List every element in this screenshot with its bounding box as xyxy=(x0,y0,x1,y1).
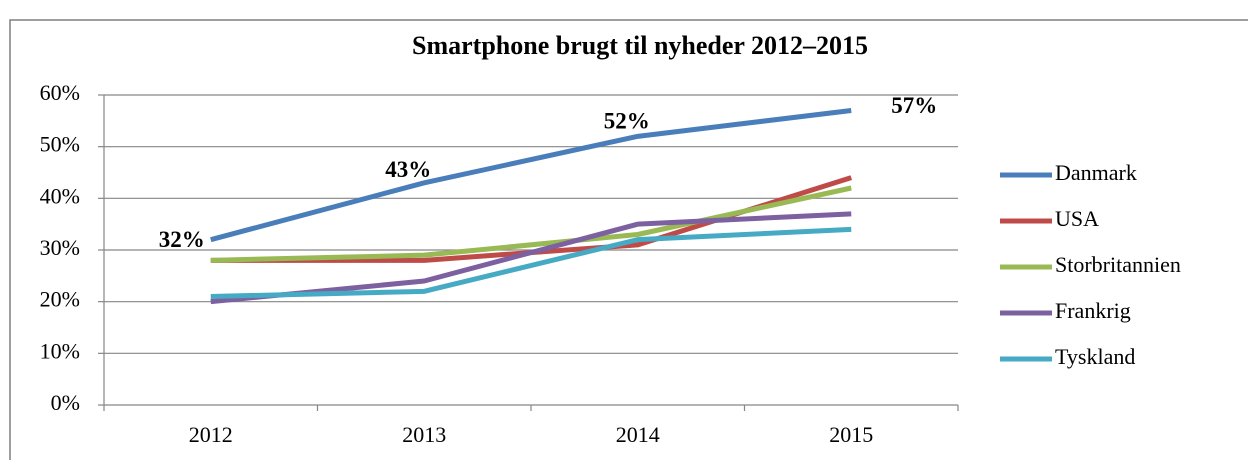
data-label: 32% xyxy=(159,227,205,252)
data-label: 52% xyxy=(604,109,650,134)
x-tick-label: 2015 xyxy=(829,422,873,447)
x-tick-label: 2014 xyxy=(616,422,660,447)
legend-label: Frankrig xyxy=(1055,298,1131,323)
y-tick-label: 50% xyxy=(40,132,80,157)
data-label: 57% xyxy=(891,93,937,118)
y-tick-label: 0% xyxy=(51,390,80,415)
legend-label: USA xyxy=(1055,206,1099,231)
chart-title: Smartphone brugt til nyheder 2012–2015 xyxy=(412,31,868,60)
legend-label: Danmark xyxy=(1055,160,1137,185)
y-tick-label: 40% xyxy=(40,183,80,208)
data-label: 43% xyxy=(385,157,431,182)
legend-label: Storbritannien xyxy=(1055,252,1181,277)
x-tick-label: 2012 xyxy=(189,422,233,447)
series-line xyxy=(210,108,852,243)
y-tick-label: 20% xyxy=(40,287,80,312)
x-tick-label: 2013 xyxy=(402,422,446,447)
y-tick-label: 30% xyxy=(40,235,80,260)
series-line xyxy=(210,185,852,263)
legend-label: Tyskland xyxy=(1055,344,1135,369)
series-line xyxy=(210,211,852,305)
series-line xyxy=(210,226,852,299)
y-tick-label: 60% xyxy=(40,80,80,105)
y-tick-label: 10% xyxy=(40,338,80,363)
